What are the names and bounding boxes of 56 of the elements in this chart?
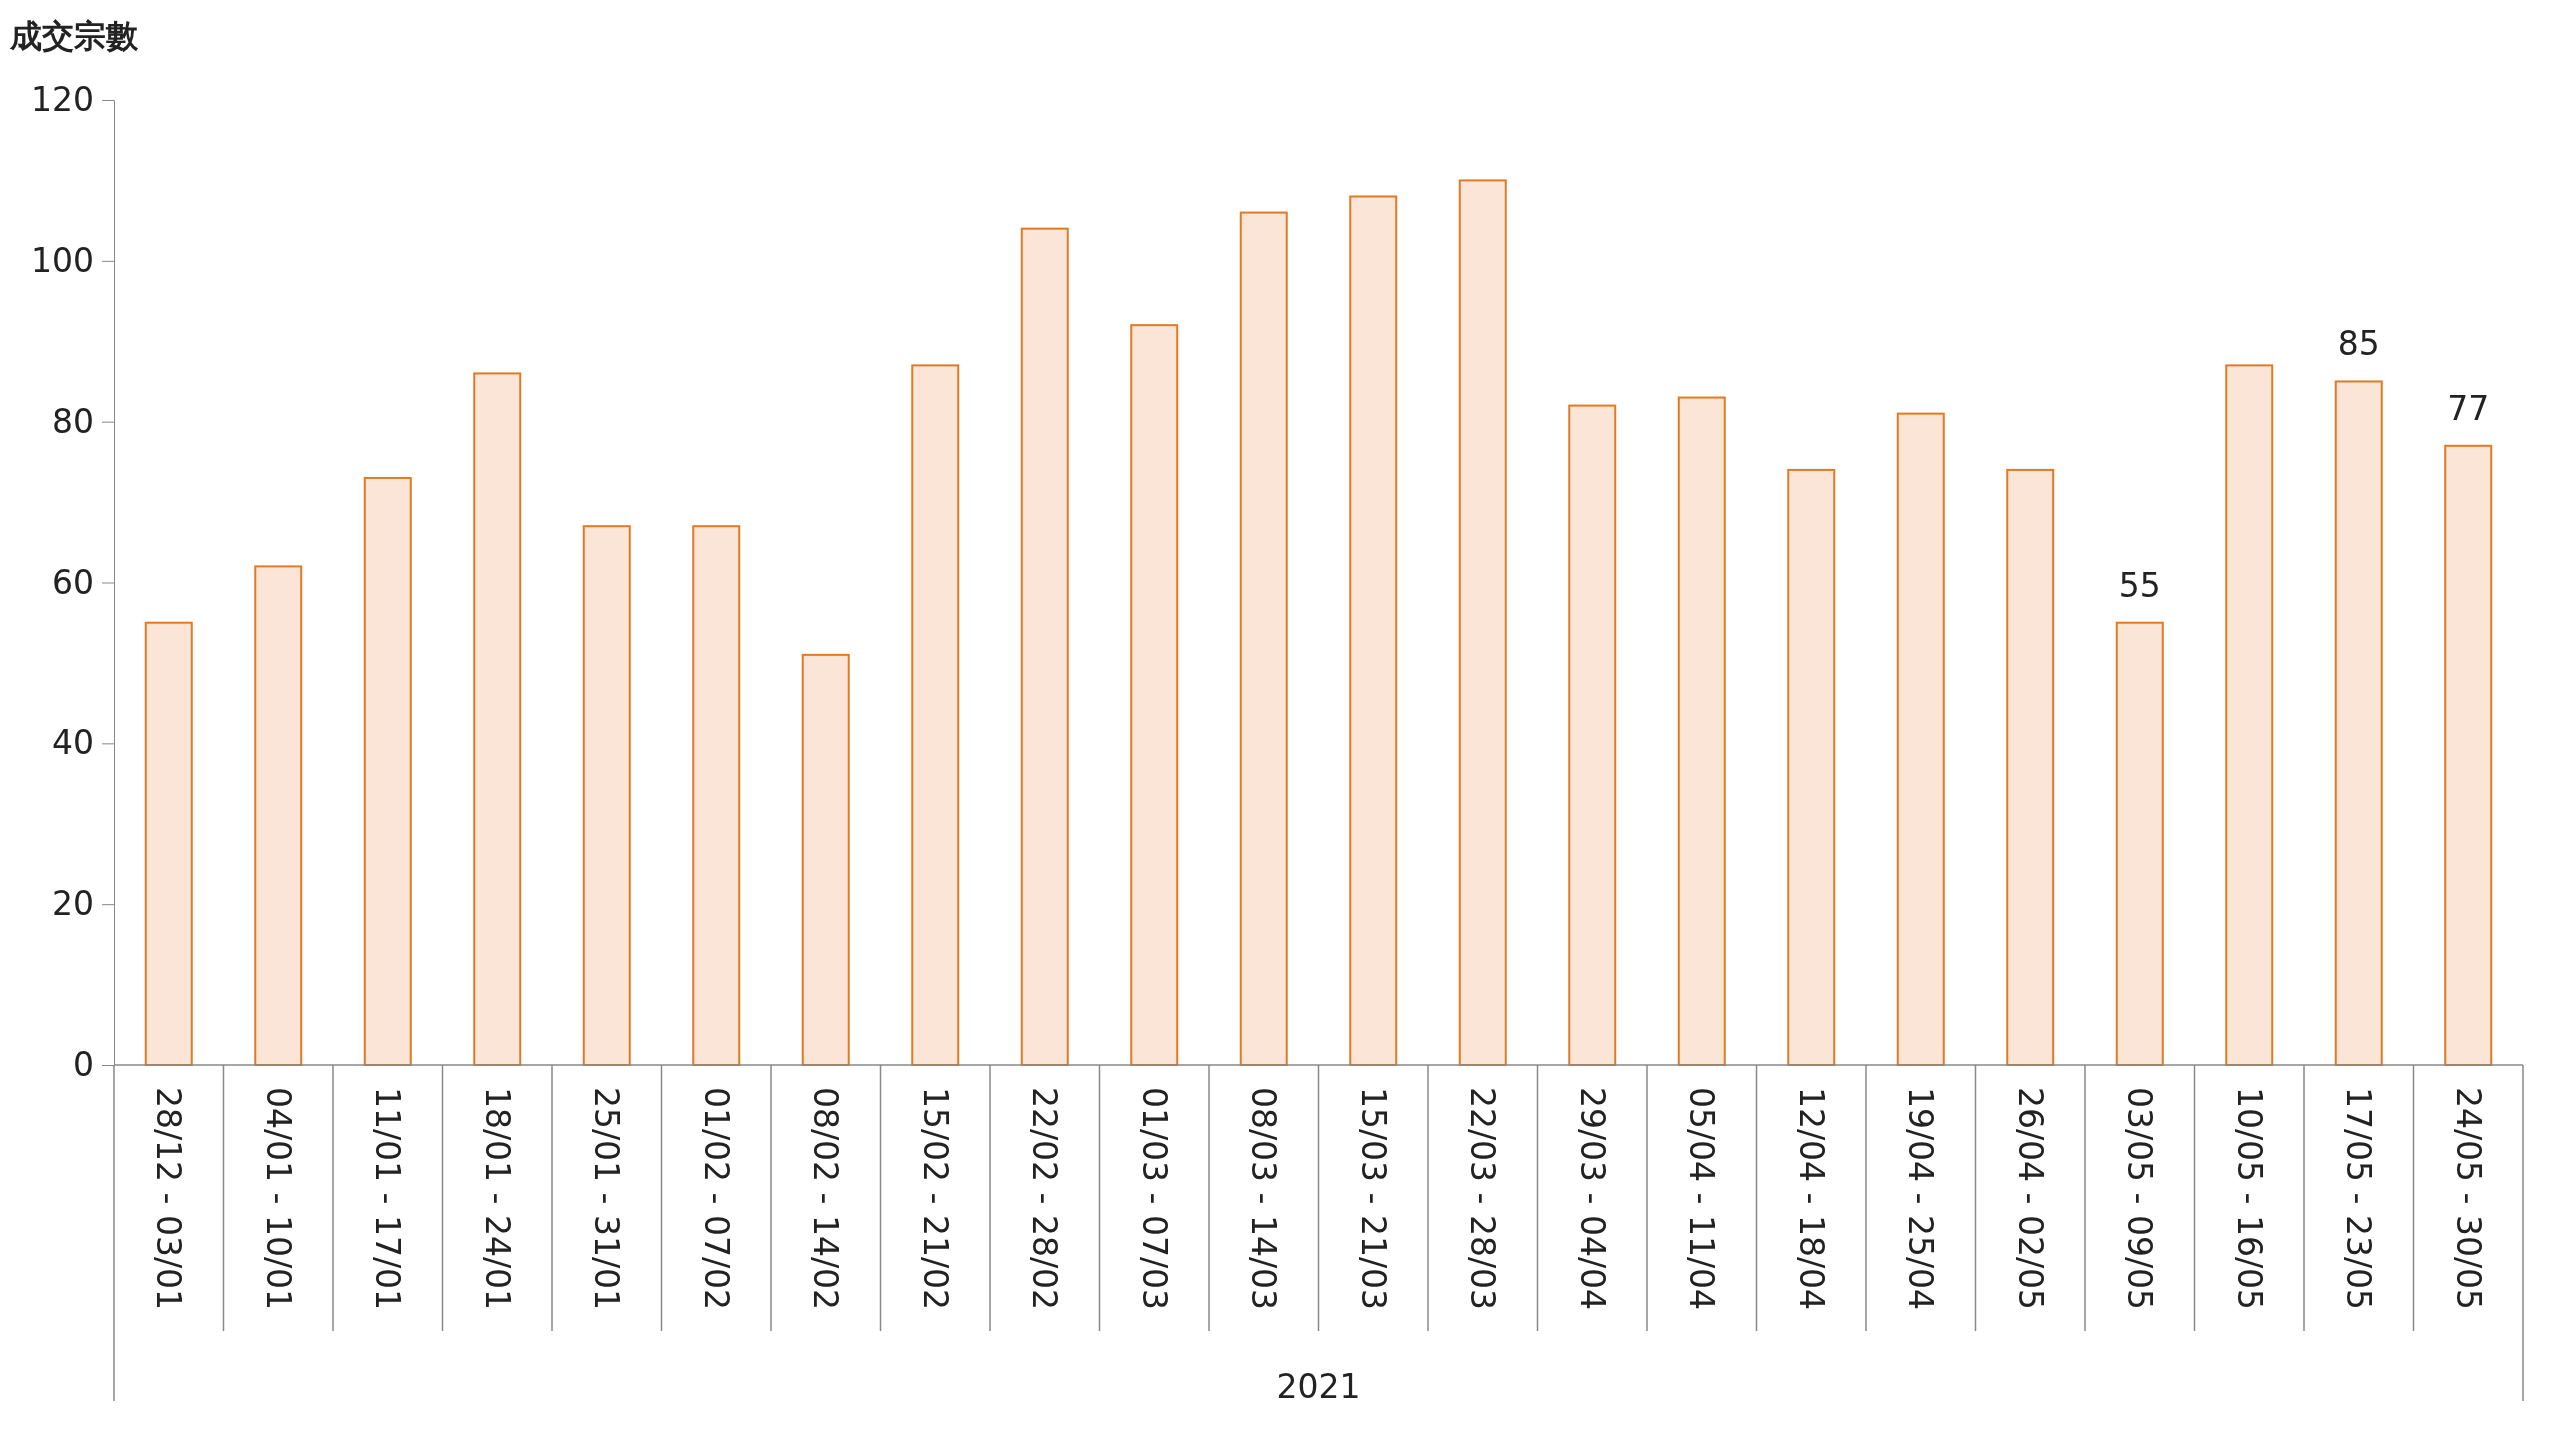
y-tick-label: 20 (52, 884, 94, 924)
y-tick-label: 0 (73, 1045, 94, 1085)
x-tick-label: 25/01 - 31/01 (587, 1087, 627, 1311)
x-tick-label: 05/04 - 11/04 (1682, 1087, 1722, 1311)
data-label: 85 (2337, 324, 2380, 364)
bar (1458, 179, 1507, 1066)
bar (2444, 444, 2493, 1066)
y-tick-label: 80 (52, 401, 94, 441)
x-tick-label: 24/05 - 30/05 (2448, 1087, 2488, 1311)
bar (2006, 468, 2055, 1066)
bar (692, 525, 741, 1066)
bar (1239, 211, 1288, 1066)
y-axis-title: 成交宗數 (9, 17, 139, 56)
bar (2115, 621, 2164, 1066)
x-tick-label: 15/02 - 21/02 (915, 1087, 955, 1311)
bar (2225, 364, 2274, 1066)
bar (1896, 412, 1945, 1066)
x-tick-label: 08/02 - 14/02 (806, 1087, 846, 1311)
data-label: 55 (2118, 565, 2161, 605)
bar (1130, 324, 1179, 1066)
x-tick-label: 22/03 - 28/03 (1463, 1087, 1503, 1311)
data-label: 77 (2447, 388, 2490, 428)
x-tick-label: 11/01 - 17/01 (368, 1087, 408, 1311)
x-tick-label: 01/03 - 07/03 (1134, 1087, 1174, 1311)
bar (1677, 396, 1726, 1066)
x-tick-label: 29/03 - 04/04 (1572, 1087, 1612, 1311)
x-tick-label: 03/05 - 09/05 (2120, 1087, 2160, 1311)
x-tick-label: 10/05 - 16/05 (2229, 1087, 2269, 1311)
bar (1349, 195, 1398, 1066)
x-axis-title: 2021 (1276, 1366, 1361, 1406)
bar (1568, 404, 1617, 1066)
bar (911, 364, 960, 1066)
bar (2334, 380, 2383, 1066)
x-tick-label: 12/04 - 18/04 (1791, 1087, 1831, 1311)
bar (144, 621, 193, 1066)
y-tick-label: 100 (31, 240, 94, 280)
bar (363, 476, 412, 1066)
bar (801, 653, 850, 1066)
bar (254, 565, 303, 1066)
x-tick-label: 01/02 - 07/02 (696, 1087, 736, 1311)
x-tick-label: 08/03 - 14/03 (1244, 1087, 1284, 1311)
x-tick-label: 17/05 - 23/05 (2339, 1087, 2379, 1311)
x-tick-label: 26/04 - 02/05 (2010, 1087, 2050, 1311)
bar (1020, 227, 1069, 1066)
bar (1787, 468, 1836, 1066)
x-tick-label: 04/01 - 10/01 (258, 1087, 298, 1311)
y-tick-label: 40 (52, 723, 94, 763)
x-tick-label: 15/03 - 21/03 (1353, 1087, 1393, 1311)
x-tick-label: 18/01 - 24/01 (477, 1087, 517, 1311)
bar (473, 372, 522, 1066)
x-tick-label: 19/04 - 25/04 (1901, 1087, 1941, 1311)
y-tick-label: 120 (31, 80, 94, 120)
x-tick-label: 28/12 - 03/01 (149, 1087, 189, 1311)
bar (582, 525, 631, 1066)
y-tick-label: 60 (52, 562, 94, 602)
x-tick-label: 22/02 - 28/02 (1025, 1087, 1065, 1311)
